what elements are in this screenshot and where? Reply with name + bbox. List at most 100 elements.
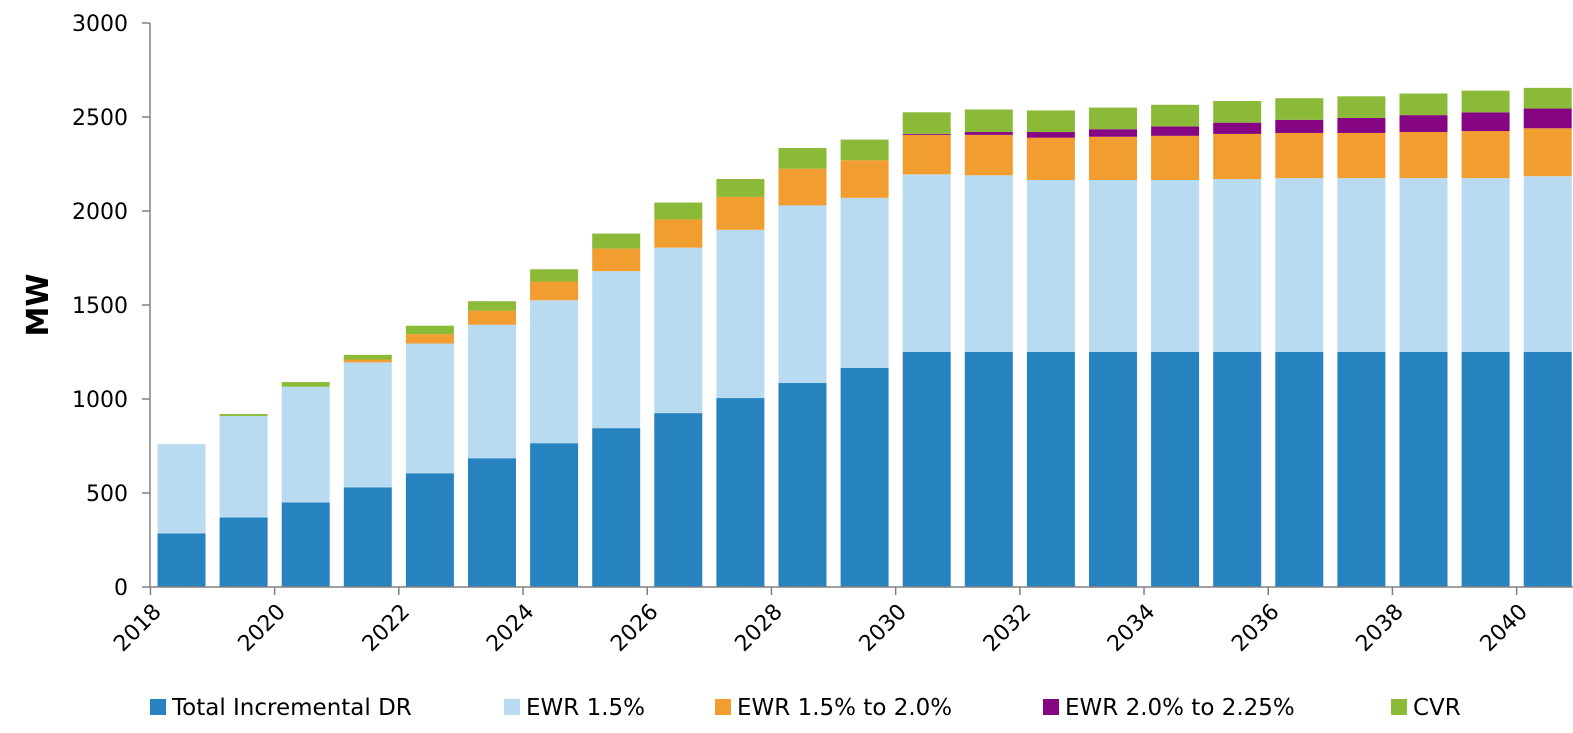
bar-segment	[468, 301, 516, 311]
bar-segment	[1151, 135, 1200, 180]
y-tick-label: 0	[114, 576, 128, 601]
bar-segment	[1089, 107, 1137, 130]
bar-segment	[281, 386, 330, 503]
bar-segment	[778, 205, 827, 384]
bar-segment	[343, 359, 392, 363]
bar-segment	[654, 202, 703, 220]
bar-segment	[778, 168, 827, 206]
x-tick-label: 2038	[1351, 600, 1408, 657]
bar-segment	[592, 271, 641, 429]
legend-swatch	[504, 699, 520, 715]
bar-segment	[1523, 352, 1572, 587]
bar-segment	[1213, 101, 1262, 123]
bar-segment	[1089, 129, 1137, 137]
bar-segment	[840, 367, 889, 587]
bar-segment	[1337, 117, 1386, 133]
bar-segment	[468, 458, 516, 587]
bar-segment	[1399, 93, 1448, 116]
x-tick-label: 2030	[855, 600, 912, 657]
bar-segment	[1275, 352, 1324, 587]
bar-segment	[1461, 90, 1510, 113]
bar-segment	[964, 352, 1013, 587]
x-tick-label: 2024	[482, 600, 539, 657]
bar-segment	[778, 383, 827, 587]
y-tick-label: 1500	[72, 294, 128, 319]
y-tick-label: 500	[86, 482, 128, 507]
legend-swatch	[715, 699, 731, 715]
legend-swatch	[1043, 699, 1059, 715]
bar-segment	[1213, 352, 1262, 587]
bar-segment	[716, 196, 765, 230]
bar-segment	[654, 247, 703, 414]
bar-segment	[1026, 179, 1075, 352]
x-tick-label: 2032	[979, 600, 1036, 657]
bar-segment	[405, 334, 454, 344]
bar-segment	[1461, 131, 1510, 179]
x-tick-label: 2026	[606, 600, 663, 657]
bar-segment	[964, 134, 1013, 176]
bar-segment	[964, 132, 1013, 135]
bar-segment	[1399, 178, 1448, 352]
legend-label: CVR	[1413, 695, 1461, 721]
x-tick-label: 2028	[730, 600, 787, 657]
bar-segment	[219, 415, 268, 518]
bar-segment	[1523, 108, 1572, 129]
bar-segment	[1399, 132, 1448, 179]
bar-segment	[592, 428, 641, 587]
bar-segment	[530, 269, 579, 282]
bar-segment	[1337, 352, 1386, 587]
bar-segment	[405, 343, 454, 474]
bar-segment	[1026, 132, 1075, 138]
bar-segment	[1337, 132, 1386, 179]
x-tick-label: 2022	[358, 600, 415, 657]
bars-layer	[157, 87, 1572, 587]
bar-segment	[1399, 115, 1448, 133]
bar-segment	[654, 219, 703, 248]
bar-segment	[1461, 178, 1510, 352]
bar-segment	[778, 148, 827, 169]
bar-segment	[1213, 122, 1262, 134]
legend-label: EWR 2.0% to 2.25%	[1065, 695, 1295, 721]
bar-segment	[1151, 126, 1200, 136]
bar-segment	[716, 179, 765, 197]
x-tick-label: 2040	[1476, 600, 1533, 657]
bar-segment	[716, 398, 765, 587]
bar-segment	[1151, 179, 1200, 352]
legend-label: EWR 1.5% to 2.0%	[737, 695, 952, 721]
bar-segment	[468, 324, 516, 459]
bar-segment	[840, 160, 889, 198]
bar-segment	[405, 325, 454, 335]
bar-segment	[902, 133, 951, 135]
bar-segment	[1523, 87, 1572, 109]
bar-segment	[405, 473, 454, 587]
bar-segment	[1337, 96, 1386, 118]
y-tick-label: 2500	[72, 106, 128, 131]
bar-segment	[1151, 104, 1200, 127]
bar-segment	[1275, 132, 1324, 179]
bar-segment	[964, 175, 1013, 352]
legend-label: EWR 1.5%	[526, 695, 645, 721]
bar-segment	[902, 134, 951, 175]
legend-swatch	[1391, 699, 1407, 715]
bar-segment	[840, 139, 889, 161]
legend-label: Total Incremental DR	[171, 695, 412, 721]
bar-segment	[716, 229, 765, 399]
bar-segment	[530, 443, 579, 587]
x-tick-label: 2018	[109, 600, 166, 657]
y-axis-title: MW	[21, 274, 56, 337]
bar-segment	[1213, 133, 1262, 180]
bar-segment	[530, 300, 579, 444]
bar-segment	[219, 517, 268, 587]
bar-segment	[1461, 352, 1510, 587]
bar-segment	[1275, 98, 1324, 120]
x-tick-label: 2020	[234, 600, 291, 657]
bar-segment	[281, 382, 330, 387]
bar-segment	[1026, 110, 1075, 133]
bar-segment	[530, 281, 579, 301]
y-tick-label: 2000	[72, 200, 128, 225]
bar-segment	[902, 112, 951, 134]
bar-segment	[1275, 119, 1324, 133]
legend: Total Incremental DR EWR 1.5% EWR 1.5% to …	[150, 695, 1461, 721]
